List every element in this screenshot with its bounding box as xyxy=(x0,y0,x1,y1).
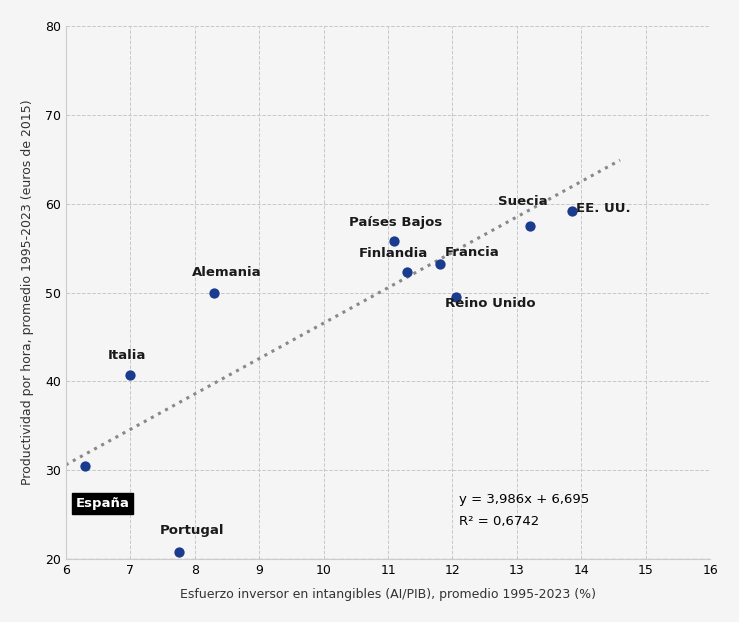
Text: Portugal: Portugal xyxy=(160,524,224,537)
Point xyxy=(450,292,462,302)
Text: Reino Unido: Reino Unido xyxy=(445,297,535,310)
Point xyxy=(124,370,136,380)
X-axis label: Esfuerzo inversor en intangibles (AI/PIB), promedio 1995-2023 (%): Esfuerzo inversor en intangibles (AI/PIB… xyxy=(180,588,596,601)
Point xyxy=(389,236,401,246)
Point xyxy=(208,287,220,297)
Y-axis label: Productividad por hora, promedio 1995-2023 (euros de 2015): Productividad por hora, promedio 1995-20… xyxy=(21,100,34,485)
Text: Alemania: Alemania xyxy=(191,266,261,279)
Text: EE. UU.: EE. UU. xyxy=(576,202,631,215)
Text: R² = 0,6742: R² = 0,6742 xyxy=(459,515,539,528)
Text: Francia: Francia xyxy=(445,246,500,259)
Text: y = 3,986x + 6,695: y = 3,986x + 6,695 xyxy=(459,493,589,506)
Text: España: España xyxy=(75,497,129,510)
Text: Finlandia: Finlandia xyxy=(359,247,429,259)
Point xyxy=(434,259,446,269)
Text: Italia: Italia xyxy=(108,349,146,362)
Point xyxy=(524,221,536,231)
Point xyxy=(566,206,578,216)
Text: Suecia: Suecia xyxy=(497,195,548,208)
Point xyxy=(79,461,91,471)
Text: Países Bajos: Países Bajos xyxy=(350,215,443,228)
Point xyxy=(173,547,185,557)
Point xyxy=(401,267,413,277)
